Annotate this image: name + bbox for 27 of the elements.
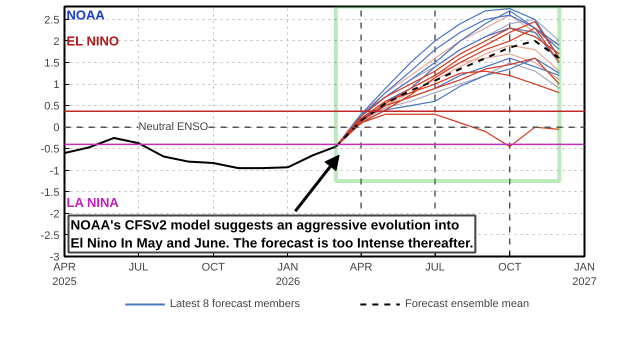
y-tick-label: 2.5: [44, 14, 60, 26]
y-tick-label: 0.5: [44, 100, 60, 113]
y-tick-label: -2.5: [40, 230, 60, 242]
x-tick-label: OCT: [202, 262, 226, 274]
legend-label: Forecast ensemble mean: [405, 298, 530, 310]
annotation: EL NINO: [66, 33, 119, 48]
y-tick-label: -1: [50, 165, 60, 178]
annotation: NOAA: [66, 8, 106, 23]
ref-line-label: Neutral ENSO: [138, 121, 209, 134]
x-tick-label: JAN 2026: [276, 262, 300, 288]
annotation: LA NINA: [66, 195, 120, 210]
y-tick-label: -3: [50, 252, 60, 264]
y-tick-label: 2: [53, 36, 60, 48]
y-tick-label: 0: [53, 122, 60, 134]
x-tick-label: APR: [350, 262, 372, 274]
annotation: NOAA's CFSv2 model suggests an aggressive evolution into El Nino In May and June. The forecast is too Intense thereafter.: [70, 218, 474, 250]
x-tick-label: APR 2025: [52, 262, 77, 288]
y-tick-label: 1: [53, 79, 60, 92]
legend-label: Latest 8 forecast members: [170, 298, 300, 310]
x-tick-label: OCT: [498, 262, 522, 274]
x-tick-label: JUL: [425, 262, 445, 274]
y-tick-label: -1.5: [40, 186, 60, 199]
y-tick-label: 1.5: [44, 58, 60, 70]
y-tick-label: -2: [50, 208, 60, 220]
y-tick-label: -0.5: [40, 144, 60, 156]
x-tick-label: JAN 2027: [572, 262, 597, 288]
x-tick-label: JUL: [128, 262, 148, 274]
